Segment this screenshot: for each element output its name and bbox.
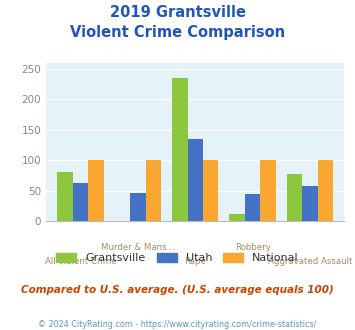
Text: Murder & Mans...: Murder & Mans...	[101, 243, 175, 252]
Legend: Grantsville, Utah, National: Grantsville, Utah, National	[52, 248, 303, 268]
Bar	[318, 160, 333, 221]
Text: Robbery: Robbery	[235, 243, 271, 252]
Bar	[88, 160, 104, 221]
Bar	[172, 78, 187, 221]
Text: Aggravated Assault: Aggravated Assault	[268, 257, 352, 266]
Bar	[73, 183, 88, 221]
Bar	[260, 160, 276, 221]
Text: Violent Crime Comparison: Violent Crime Comparison	[70, 25, 285, 40]
Text: Compared to U.S. average. (U.S. average equals 100): Compared to U.S. average. (U.S. average …	[21, 285, 334, 295]
Text: 2019 Grantsville: 2019 Grantsville	[109, 5, 246, 20]
Bar	[58, 172, 73, 221]
Text: Rape: Rape	[184, 257, 206, 266]
Text: © 2024 CityRating.com - https://www.cityrating.com/crime-statistics/: © 2024 CityRating.com - https://www.city…	[38, 320, 317, 329]
Bar	[245, 194, 260, 221]
Bar	[130, 193, 146, 221]
Bar	[146, 160, 161, 221]
Bar	[203, 160, 218, 221]
Text: All Violent Crime: All Violent Crime	[45, 257, 116, 266]
Bar	[287, 174, 302, 221]
Bar	[302, 186, 318, 221]
Bar	[187, 139, 203, 221]
Bar	[229, 214, 245, 221]
